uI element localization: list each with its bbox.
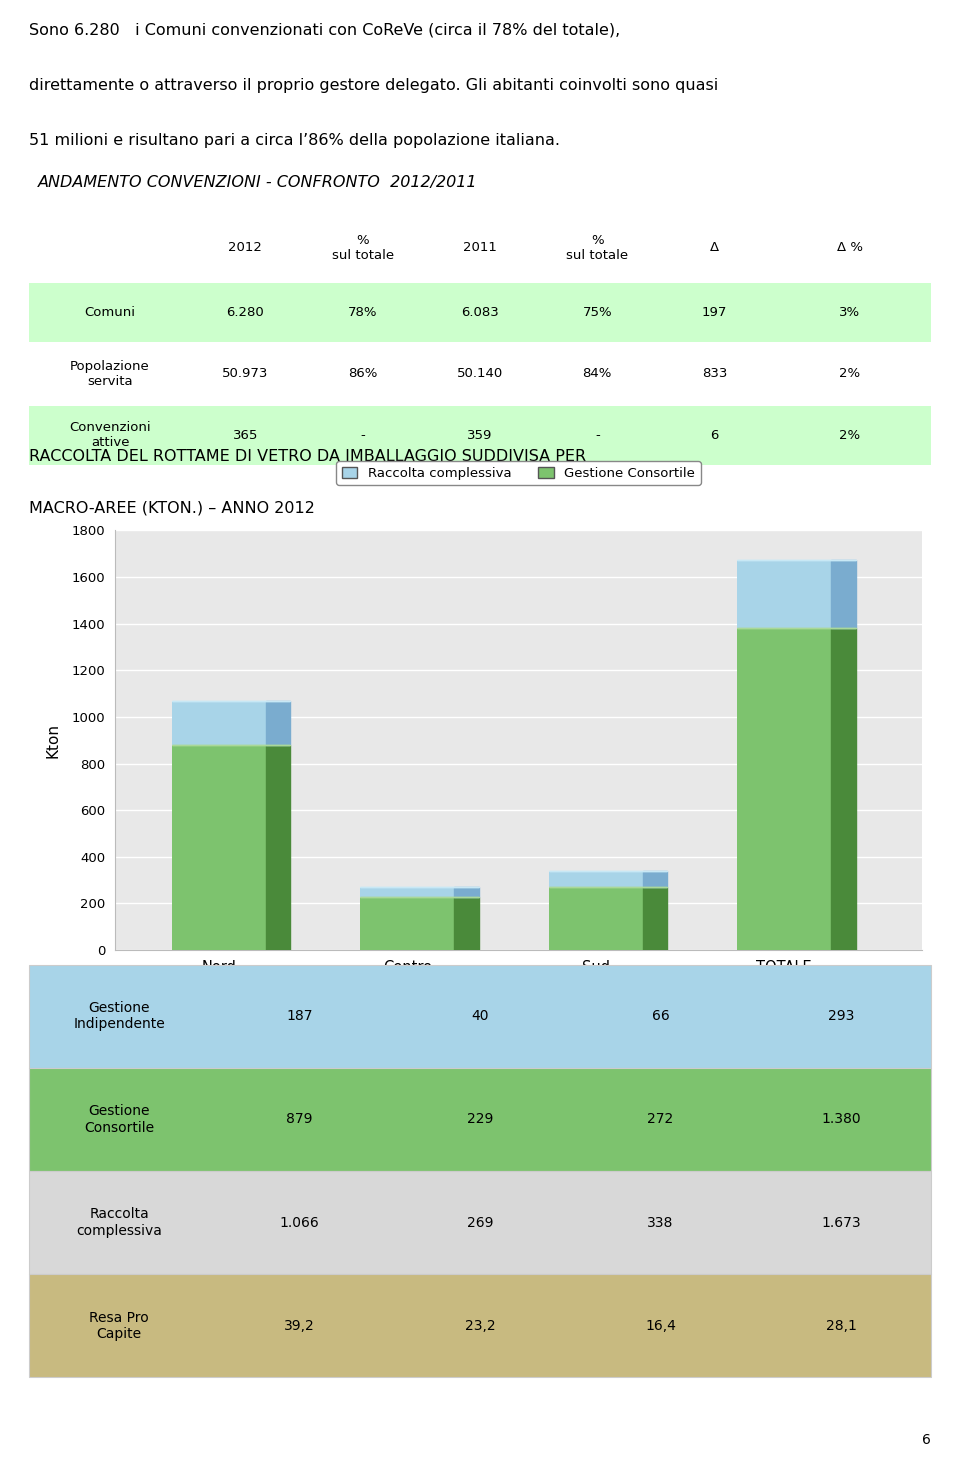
Text: 39,2: 39,2: [284, 1318, 315, 1333]
Bar: [29, 1171, 931, 1274]
Polygon shape: [454, 887, 479, 897]
Text: 6: 6: [923, 1433, 931, 1446]
Text: 365: 365: [232, 429, 258, 442]
Text: ANDAMENTO CONVENZIONI - CONFRONTO  2012/2011: ANDAMENTO CONVENZIONI - CONFRONTO 2012/2…: [37, 175, 477, 190]
Bar: [548, 871, 643, 887]
Text: 269: 269: [467, 1215, 493, 1230]
Polygon shape: [831, 560, 855, 629]
Text: 86%: 86%: [348, 367, 377, 380]
Text: Resa Pro
Capite: Resa Pro Capite: [89, 1311, 149, 1340]
Text: 23,2: 23,2: [465, 1318, 495, 1333]
Text: 272: 272: [647, 1112, 674, 1127]
Text: Convenzioni
attive: Convenzioni attive: [69, 421, 151, 449]
Text: Popolazione
servita: Popolazione servita: [70, 359, 150, 387]
Text: 16,4: 16,4: [645, 1318, 676, 1333]
Text: 28,1: 28,1: [826, 1318, 856, 1333]
Bar: [29, 345, 931, 404]
Text: -: -: [360, 429, 365, 442]
Polygon shape: [454, 897, 479, 950]
Text: 197: 197: [702, 305, 728, 318]
Text: Δ %: Δ %: [837, 242, 863, 255]
Text: 66: 66: [652, 1009, 669, 1024]
Text: 6.083: 6.083: [461, 305, 499, 318]
Bar: [737, 560, 831, 629]
Legend: Raccolta complessiva, Gestione Consortile: Raccolta complessiva, Gestione Consortil…: [336, 461, 701, 485]
Text: 6: 6: [710, 429, 719, 442]
Text: %
sul totale: % sul totale: [331, 234, 394, 262]
Text: 78%: 78%: [348, 305, 377, 318]
Text: 229: 229: [467, 1112, 493, 1127]
Text: 293: 293: [828, 1009, 854, 1024]
Text: 75%: 75%: [583, 305, 612, 318]
Text: 1.066: 1.066: [279, 1215, 320, 1230]
Bar: [29, 1274, 931, 1377]
Text: 2011: 2011: [463, 242, 497, 255]
Text: 50.140: 50.140: [457, 367, 503, 380]
Polygon shape: [643, 887, 667, 950]
Text: Comuni: Comuni: [84, 305, 135, 318]
Bar: [548, 887, 643, 950]
Polygon shape: [266, 745, 291, 950]
Text: MACRO-AREE (KTON.) – ANNO 2012: MACRO-AREE (KTON.) – ANNO 2012: [29, 501, 315, 516]
Text: Sono 6.280   i Comuni convenzionati con CoReVe (circa il 78% del totale),: Sono 6.280 i Comuni convenzionati con Co…: [29, 22, 620, 37]
Text: 40: 40: [471, 1009, 489, 1024]
Text: Gestione
Indipendente: Gestione Indipendente: [73, 1002, 165, 1031]
Text: %
sul totale: % sul totale: [566, 234, 629, 262]
Text: 51 milioni e risultano pari a circa l’86% della popolazione italiana.: 51 milioni e risultano pari a circa l’86…: [29, 133, 560, 147]
Text: 187: 187: [286, 1009, 313, 1024]
Text: 2%: 2%: [839, 367, 860, 380]
Bar: [172, 745, 266, 950]
Text: direttamente o attraverso il proprio gestore delegato. Gli abitanti coinvolti so: direttamente o attraverso il proprio ges…: [29, 78, 718, 93]
Text: RACCOLTA DEL ROTTAME DI VETRO DA IMBALLAGGIO SUDDIVISA PER: RACCOLTA DEL ROTTAME DI VETRO DA IMBALLA…: [29, 449, 586, 464]
Bar: [360, 897, 454, 950]
Text: 359: 359: [468, 429, 492, 442]
Text: Raccolta
complessiva: Raccolta complessiva: [76, 1208, 162, 1237]
Text: 50.973: 50.973: [222, 367, 269, 380]
Bar: [737, 629, 831, 950]
Bar: [29, 283, 931, 342]
Bar: [172, 701, 266, 745]
Y-axis label: Kton: Kton: [46, 723, 60, 757]
Text: 1.673: 1.673: [821, 1215, 861, 1230]
Bar: [29, 1068, 931, 1171]
Text: 1.380: 1.380: [821, 1112, 861, 1127]
Text: 338: 338: [647, 1215, 674, 1230]
Polygon shape: [266, 701, 291, 745]
Polygon shape: [831, 629, 855, 950]
Bar: [360, 887, 454, 897]
Text: -: -: [595, 429, 600, 442]
Text: 6.280: 6.280: [227, 305, 264, 318]
Bar: [29, 405, 931, 465]
Text: 2012: 2012: [228, 242, 262, 255]
Bar: [29, 965, 931, 1068]
Text: Gestione
Consortile: Gestione Consortile: [84, 1105, 155, 1134]
Text: 3%: 3%: [839, 305, 860, 318]
Text: Δ: Δ: [710, 242, 719, 255]
Text: 879: 879: [286, 1112, 313, 1127]
Polygon shape: [643, 871, 667, 887]
Text: 84%: 84%: [583, 367, 612, 380]
Text: 833: 833: [702, 367, 728, 380]
Text: 2%: 2%: [839, 429, 860, 442]
